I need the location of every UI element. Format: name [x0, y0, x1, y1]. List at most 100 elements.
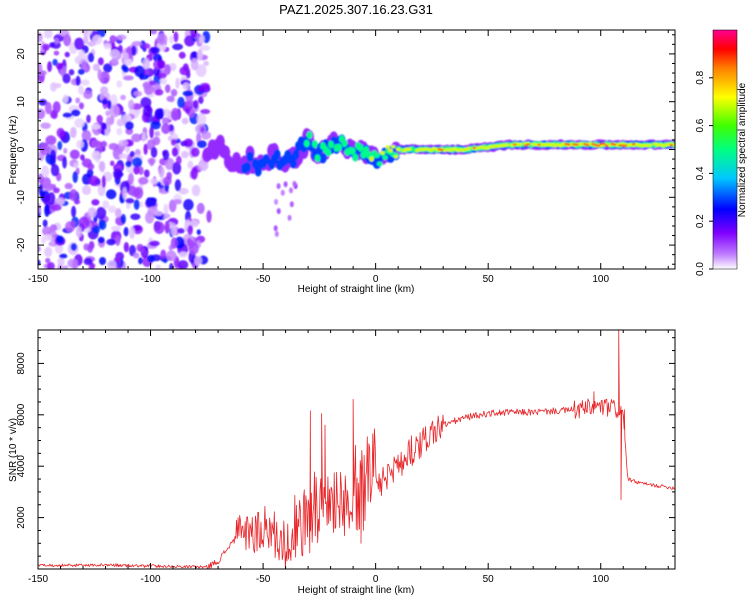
spectrogram-xlabel: Height of straight line (km) — [298, 284, 415, 295]
noise-blob — [168, 135, 173, 142]
signal-cell — [386, 156, 395, 163]
noise-blob — [72, 259, 79, 269]
noise-blob — [179, 66, 191, 76]
noise-blob — [192, 100, 199, 110]
noise-blob — [170, 138, 177, 146]
noise-blob — [110, 160, 115, 167]
noise-blob — [113, 168, 123, 180]
noise-blobs — [38, 30, 298, 269]
noise-blob — [45, 135, 57, 146]
signal-cell — [472, 146, 476, 149]
spectrogram-xtick-label: -150 — [28, 274, 48, 285]
noise-blob — [157, 59, 166, 70]
noise-blob — [47, 192, 56, 206]
noise-blob — [56, 235, 64, 244]
noise-blob — [173, 199, 182, 205]
noise-blob — [101, 175, 106, 189]
noise-blob — [163, 203, 169, 216]
noise-blob — [75, 97, 81, 104]
noise-blob — [169, 262, 174, 269]
signal-cell — [303, 139, 310, 148]
noise-blob — [198, 34, 205, 44]
noise-blob — [83, 90, 93, 99]
noise-blob — [187, 224, 193, 236]
snr-ytick-label: 6000 — [16, 403, 27, 426]
noise-blob — [190, 147, 200, 157]
noise-blob — [39, 142, 50, 156]
noise-blob — [77, 68, 85, 75]
signal-cell — [604, 144, 609, 147]
noise-blob — [86, 114, 91, 124]
snr-ytick-label: 8000 — [16, 352, 27, 375]
noise-blob — [195, 64, 207, 77]
signal-cell — [504, 143, 509, 147]
noise-blob — [110, 225, 122, 232]
signal-cell — [376, 161, 383, 167]
signal-cell — [273, 149, 281, 160]
noise-blob — [162, 149, 170, 161]
noise-blob — [38, 32, 43, 43]
signal-cell — [292, 149, 300, 160]
snr-series-line — [38, 330, 675, 569]
noise-blob — [62, 94, 69, 104]
noise-blob — [42, 219, 48, 228]
noise-blob — [98, 219, 107, 230]
noise-blob — [88, 175, 100, 187]
noise-blob — [102, 200, 110, 209]
noise-blob — [40, 122, 51, 129]
noise-blob — [43, 30, 53, 39]
noise-blob — [75, 226, 83, 238]
noise-blob — [177, 228, 185, 234]
noise-blob — [197, 159, 209, 172]
noise-blob — [55, 197, 65, 205]
signal-cell — [575, 143, 579, 146]
signal-cell — [669, 144, 674, 147]
colorbar-tick-label: 0.8 — [695, 70, 706, 84]
noise-blob — [38, 62, 43, 74]
noise-blob — [57, 141, 63, 151]
noise-blob — [76, 139, 84, 149]
noise-blob — [41, 165, 50, 178]
noise-blob — [97, 68, 102, 81]
noise-blob — [199, 44, 211, 51]
noise-blob — [62, 73, 71, 84]
colorbar-tick-label: 0.6 — [695, 118, 706, 132]
noise-blob — [122, 66, 129, 73]
noise-blob — [183, 199, 194, 211]
noise-blob — [129, 151, 135, 158]
noise-blob — [107, 205, 117, 213]
noise-blob — [125, 121, 134, 130]
noise-blob — [42, 194, 50, 205]
noise-blob — [198, 96, 204, 104]
signal-cell — [385, 145, 391, 149]
noise-blob — [165, 250, 177, 262]
signal-cell — [380, 151, 385, 155]
noise-blob — [98, 256, 107, 266]
noise-blob — [187, 160, 194, 169]
noise-blob — [105, 110, 111, 117]
noise-blob — [273, 225, 278, 232]
noise-blob — [200, 108, 211, 115]
noise-blob — [43, 183, 54, 192]
noise-blob — [59, 253, 68, 259]
noise-blob — [190, 166, 198, 180]
noise-blob — [70, 126, 77, 139]
signal-cell — [325, 148, 332, 157]
noise-blob — [150, 146, 158, 158]
noise-blob — [63, 34, 72, 47]
noise-blob — [87, 40, 96, 47]
noise-blob — [97, 236, 105, 244]
noise-blob — [116, 128, 123, 136]
noise-blob — [62, 156, 67, 169]
noise-blob — [158, 166, 165, 178]
noise-blob — [283, 181, 288, 188]
noise-blob — [78, 50, 85, 58]
noise-blob — [109, 49, 121, 59]
noise-blob — [153, 221, 165, 234]
noise-blob — [38, 108, 46, 120]
noise-blob — [168, 35, 174, 44]
noise-blob — [276, 208, 281, 215]
signal-cell — [319, 153, 327, 164]
noise-blob — [196, 202, 205, 215]
